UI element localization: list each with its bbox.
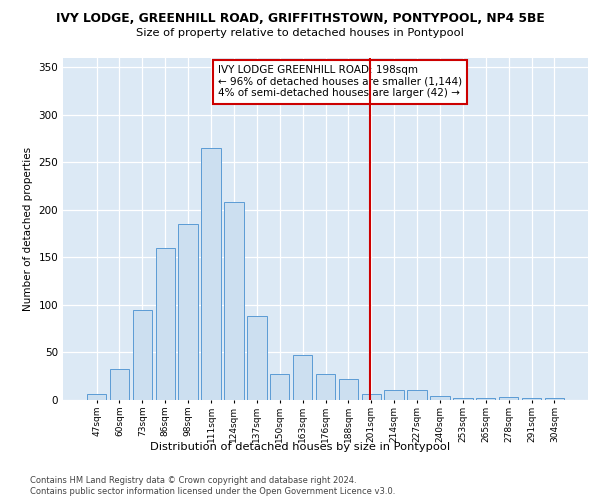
Text: Distribution of detached houses by size in Pontypool: Distribution of detached houses by size … <box>150 442 450 452</box>
Text: Contains HM Land Registry data © Crown copyright and database right 2024.: Contains HM Land Registry data © Crown c… <box>30 476 356 485</box>
Bar <box>293 356 313 400</box>
Bar <box>178 224 198 400</box>
Bar <box>476 398 496 400</box>
Bar <box>87 394 106 400</box>
Bar <box>247 316 266 400</box>
Bar <box>338 379 358 400</box>
Bar <box>499 397 518 400</box>
Bar <box>362 394 381 400</box>
Bar <box>522 398 541 400</box>
Bar <box>316 374 335 400</box>
Bar <box>133 310 152 400</box>
Bar <box>430 396 449 400</box>
Bar <box>453 398 473 400</box>
Bar <box>202 148 221 400</box>
Bar <box>270 374 289 400</box>
Text: IVY LODGE GREENHILL ROAD: 198sqm
← 96% of detached houses are smaller (1,144)
4%: IVY LODGE GREENHILL ROAD: 198sqm ← 96% o… <box>218 65 462 98</box>
Bar <box>224 202 244 400</box>
Text: Size of property relative to detached houses in Pontypool: Size of property relative to detached ho… <box>136 28 464 38</box>
Bar <box>545 398 564 400</box>
Bar <box>407 390 427 400</box>
Text: Contains public sector information licensed under the Open Government Licence v3: Contains public sector information licen… <box>30 488 395 496</box>
Bar <box>155 248 175 400</box>
Text: IVY LODGE, GREENHILL ROAD, GRIFFITHSTOWN, PONTYPOOL, NP4 5BE: IVY LODGE, GREENHILL ROAD, GRIFFITHSTOWN… <box>56 12 544 26</box>
Bar <box>385 390 404 400</box>
Bar <box>110 368 129 400</box>
Y-axis label: Number of detached properties: Number of detached properties <box>23 146 33 311</box>
